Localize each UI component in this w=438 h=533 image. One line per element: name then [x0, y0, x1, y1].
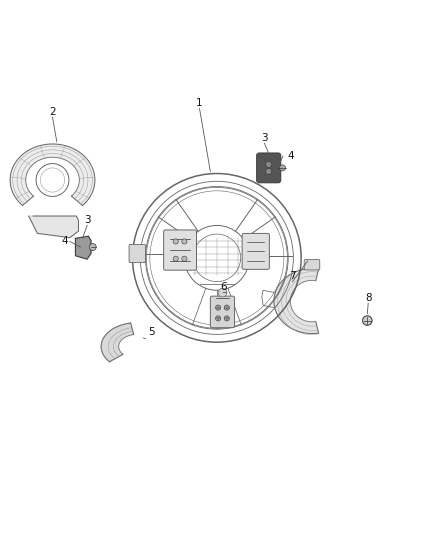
Text: 8: 8: [365, 293, 371, 303]
Text: 1: 1: [196, 99, 203, 109]
Circle shape: [182, 256, 187, 261]
FancyBboxPatch shape: [242, 233, 269, 269]
Polygon shape: [101, 323, 134, 362]
Circle shape: [215, 305, 221, 310]
Polygon shape: [75, 236, 91, 259]
FancyBboxPatch shape: [210, 296, 235, 328]
FancyBboxPatch shape: [129, 245, 145, 263]
FancyBboxPatch shape: [257, 153, 281, 183]
Text: 3: 3: [261, 133, 268, 143]
Text: 6: 6: [220, 282, 226, 292]
Circle shape: [279, 165, 286, 171]
FancyBboxPatch shape: [304, 260, 320, 270]
Circle shape: [224, 305, 230, 310]
Circle shape: [173, 239, 178, 244]
Circle shape: [363, 316, 372, 325]
FancyBboxPatch shape: [164, 230, 197, 270]
Polygon shape: [274, 269, 318, 334]
Circle shape: [36, 164, 69, 197]
Text: 5: 5: [148, 327, 155, 337]
Text: 4: 4: [61, 237, 68, 246]
Circle shape: [224, 316, 230, 321]
Text: 4: 4: [287, 151, 294, 161]
Circle shape: [266, 168, 272, 174]
Text: 3: 3: [84, 215, 90, 225]
Circle shape: [182, 239, 187, 244]
Polygon shape: [10, 144, 95, 206]
Circle shape: [218, 288, 227, 297]
Circle shape: [173, 256, 178, 261]
Circle shape: [266, 161, 272, 167]
Circle shape: [215, 316, 221, 321]
Polygon shape: [29, 216, 78, 238]
Text: 2: 2: [49, 107, 56, 117]
Text: 7: 7: [289, 271, 296, 281]
Circle shape: [89, 244, 96, 251]
